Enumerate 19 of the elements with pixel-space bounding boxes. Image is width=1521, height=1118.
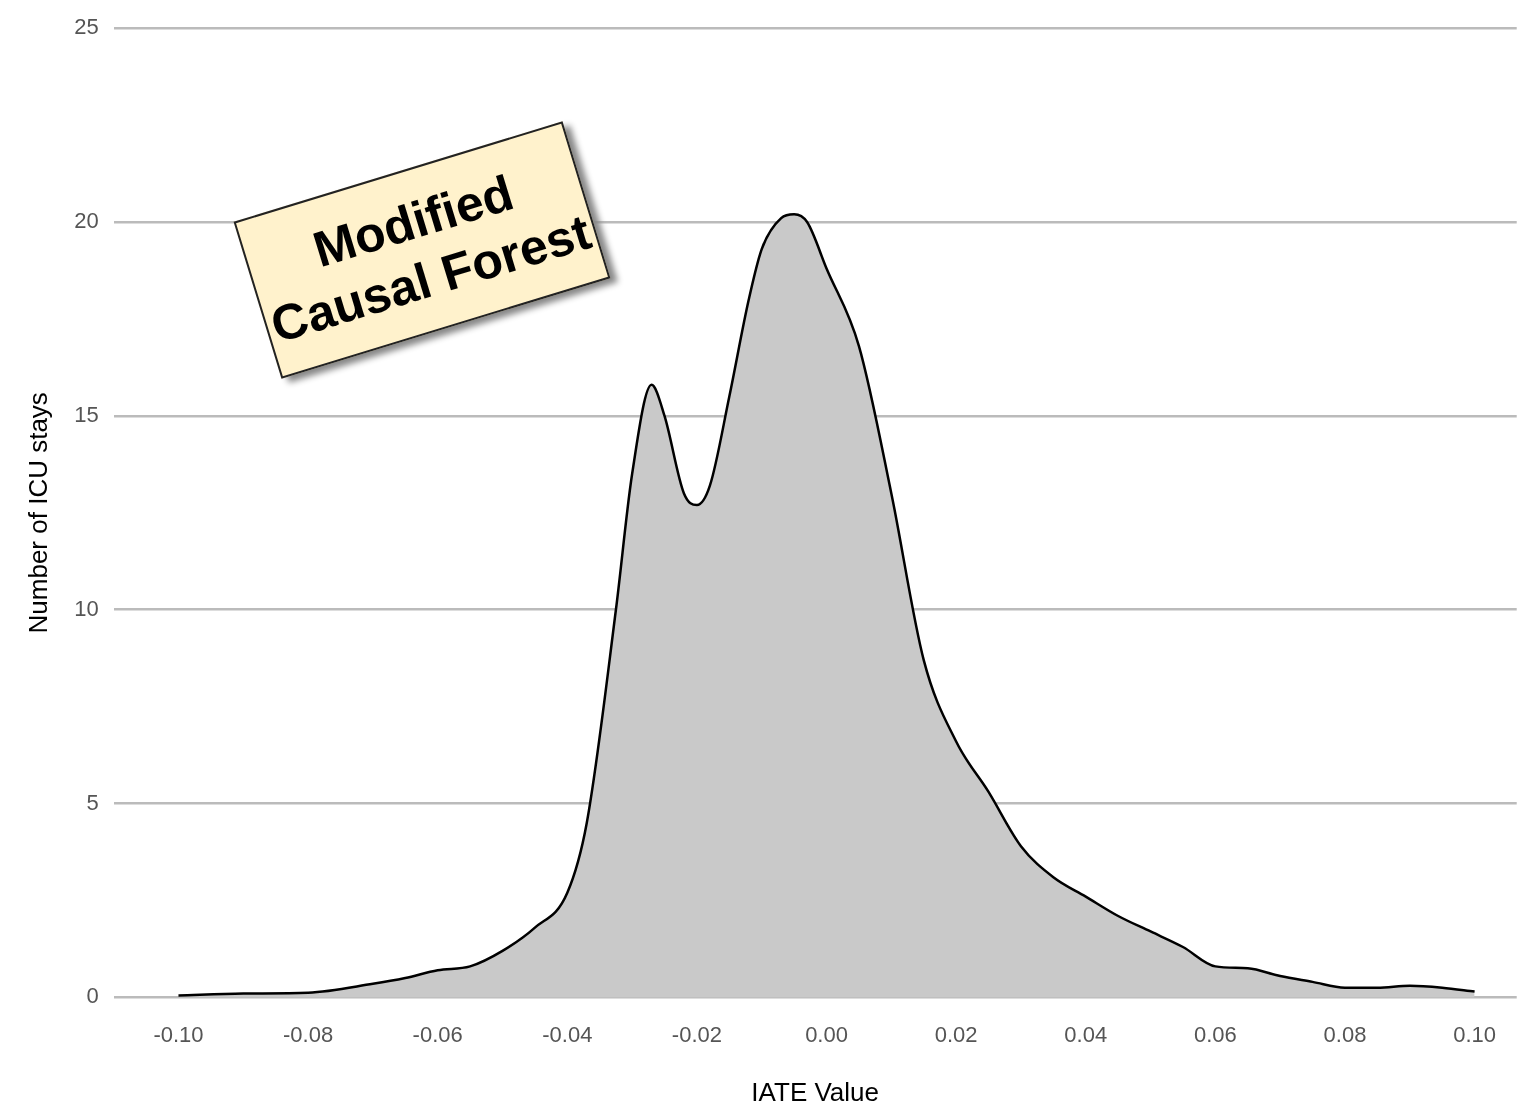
x-tick-label: 0.00 [805,1021,848,1047]
y-tick-label: 10 [74,595,99,621]
x-tick-label: -0.02 [671,1021,722,1047]
x-tick-label: 0.06 [1193,1021,1237,1047]
y-tick-label: 15 [74,401,99,427]
y-tick-label: 25 [74,14,99,40]
x-tick-label: 0.08 [1323,1021,1367,1047]
x-tick-label: 0.10 [1453,1021,1496,1047]
x-tick-label: 0.04 [1064,1021,1108,1047]
x-tick-label: 0.02 [934,1021,978,1047]
x-axis-title: IATE Value [751,1076,880,1107]
x-tick-label: -0.08 [283,1021,334,1047]
y-axis-title: Number of ICU stays [22,392,53,634]
y-tick-label: 20 [74,208,99,234]
x-tick-label: -0.10 [153,1021,204,1047]
x-tick-label: -0.06 [412,1021,463,1047]
y-tick-label: 5 [86,789,99,815]
y-tick-label: 0 [86,983,99,1009]
x-tick-label: -0.04 [542,1021,593,1047]
